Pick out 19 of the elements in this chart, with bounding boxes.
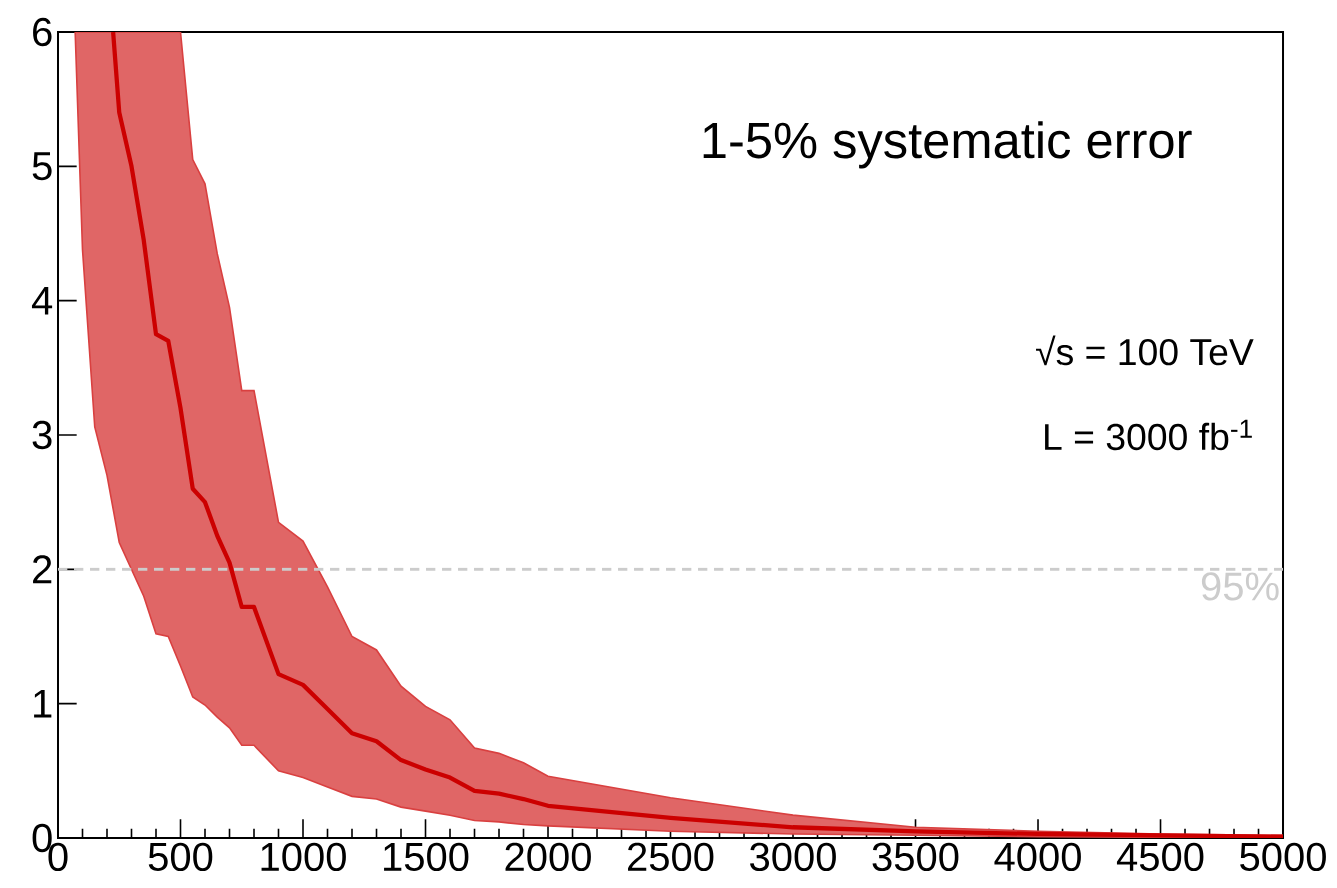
x-tick-label: 4500 xyxy=(1116,842,1204,872)
x-tick-label: 2500 xyxy=(628,842,714,872)
x-tick-label: 3000 xyxy=(750,842,836,872)
x-tick-label: 500 xyxy=(148,842,213,872)
x-tick-label: 1000 xyxy=(261,842,346,872)
y-tick-label: 5 xyxy=(32,152,52,181)
x-tick-label: 4000 xyxy=(994,842,1081,872)
y-tick-label: 6 xyxy=(33,17,52,47)
annotation: 1-5% systematic error xyxy=(703,121,1192,169)
x-tick-label: 5000 xyxy=(1240,842,1326,872)
annotation: √s = 100 TeV xyxy=(1036,335,1254,366)
x-tick-label: 2000 xyxy=(505,842,591,872)
y-tick-label: 2 xyxy=(33,555,52,584)
x-tick-label: 3500 xyxy=(872,842,959,872)
y-tick-label: 3 xyxy=(32,420,52,450)
y-tick-label: 4 xyxy=(31,286,53,315)
y-tick-label: 1 xyxy=(34,689,52,718)
annotation: L = 3000 fb$^{-1}$ xyxy=(1045,419,1252,451)
x-tick-label: 1500 xyxy=(384,842,469,872)
